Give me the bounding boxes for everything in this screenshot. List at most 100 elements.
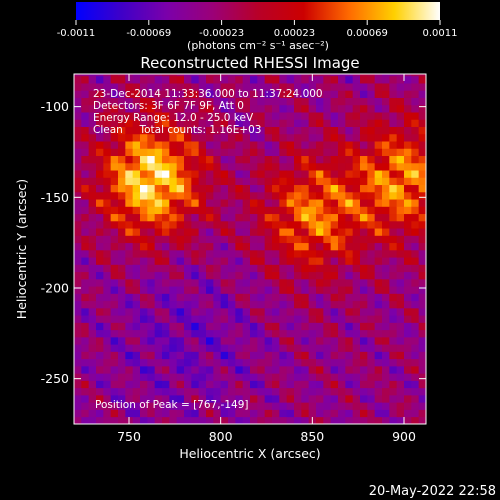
- heatmap-cell: [264, 322, 273, 331]
- heatmap-cell: [330, 97, 339, 106]
- heatmap-cell: [411, 409, 420, 418]
- heatmap-cell: [147, 322, 156, 331]
- heatmap-cell: [147, 365, 156, 374]
- heatmap-cell: [103, 155, 112, 164]
- heatmap-cell: [74, 358, 82, 367]
- heatmap-cell: [125, 97, 134, 106]
- heatmap-cell: [125, 199, 134, 207]
- heatmap-cell: [147, 184, 156, 193]
- heatmap-cell: [316, 351, 324, 360]
- heatmap-cell: [118, 133, 126, 142]
- heatmap-cell: [367, 213, 376, 222]
- heatmap-cell: [154, 74, 163, 77]
- heatmap-cell: [235, 97, 244, 106]
- heatmap-cell: [169, 336, 178, 345]
- heatmap-cell: [374, 286, 383, 294]
- heatmap-cell: [213, 141, 222, 149]
- heatmap-cell: [169, 300, 178, 309]
- heatmap-cell: [279, 329, 288, 338]
- heatmap-cell: [360, 90, 368, 98]
- heatmap-cell: [125, 322, 134, 331]
- heatmap-cell: [338, 307, 346, 316]
- heatmap-cell: [411, 242, 420, 251]
- heatmap-cell: [374, 329, 383, 338]
- heatmap-cell: [96, 148, 104, 157]
- heatmap-cell: [235, 90, 244, 98]
- heatmap-cell: [301, 307, 310, 316]
- heatmap-cell: [162, 322, 170, 331]
- heatmap-cell: [301, 257, 310, 265]
- heatmap-cell: [118, 286, 126, 294]
- heatmap-cell: [213, 336, 222, 345]
- heatmap-cell: [338, 148, 346, 157]
- heatmap-cell: [74, 235, 82, 244]
- heatmap-cell: [411, 184, 420, 193]
- heatmap-cell: [396, 126, 405, 135]
- heatmap-cell: [411, 199, 420, 207]
- heatmap-cell: [404, 75, 412, 84]
- heatmap-cell: [140, 373, 148, 381]
- heatmap-cell: [250, 74, 258, 77]
- heatmap-cell: [338, 286, 346, 294]
- heatmap-cell: [367, 344, 376, 352]
- heatmap-cell: [360, 293, 368, 302]
- heatmap-cell: [367, 315, 376, 323]
- heatmap-cell: [110, 249, 119, 258]
- heatmap-cell: [396, 75, 405, 84]
- heatmap-cell: [418, 402, 426, 410]
- heatmap-cell: [147, 373, 156, 381]
- heatmap-cell: [184, 155, 192, 164]
- heatmap-cell: [118, 358, 126, 367]
- heatmap-cell: [228, 148, 236, 157]
- heatmap-cell: [389, 286, 398, 294]
- heatmap-cell: [96, 402, 104, 410]
- heatmap-cell: [418, 83, 426, 91]
- heatmap-cell: [286, 177, 295, 186]
- heatmap-cell: [110, 133, 119, 142]
- heatmap-cell: [308, 307, 317, 316]
- heatmap-cell: [294, 170, 302, 178]
- heatmap-cell: [184, 380, 192, 389]
- heatmap-cell: [404, 170, 412, 178]
- heatmap-cell: [374, 97, 383, 106]
- heatmap-cell: [308, 329, 317, 338]
- heatmap-cell: [360, 177, 368, 186]
- heatmap-cell: [110, 199, 119, 207]
- heatmap-cell: [330, 300, 339, 309]
- heatmap-cell: [125, 177, 134, 186]
- heatmap-cell: [279, 409, 288, 418]
- heatmap-cell: [389, 74, 398, 77]
- heatmap-cell: [272, 278, 280, 287]
- heatmap-cell: [242, 90, 251, 98]
- heatmap-cell: [404, 300, 412, 309]
- heatmap-cell: [118, 394, 126, 403]
- heatmap-cell: [360, 278, 368, 287]
- heatmap-cell: [213, 133, 222, 142]
- heatmap-cell: [242, 402, 251, 410]
- heatmap-cell: [352, 271, 361, 280]
- heatmap-cell: [169, 249, 178, 258]
- heatmap-cell: [382, 344, 390, 352]
- heatmap-cell: [404, 358, 412, 367]
- heatmap-cell: [96, 74, 104, 77]
- heatmap-cell: [154, 329, 163, 338]
- heatmap-cell: [264, 315, 273, 323]
- heatmap-cell: [316, 213, 324, 222]
- heatmap-cell: [198, 155, 207, 164]
- heatmap-cell: [96, 358, 104, 367]
- heatmap-cell: [360, 409, 368, 418]
- heatmap-cell: [279, 228, 288, 236]
- heatmap-cell: [154, 315, 163, 323]
- heatmap-cell: [396, 148, 405, 157]
- heatmap-cell: [382, 133, 390, 142]
- heatmap-cell: [294, 300, 302, 309]
- heatmap-cell: [154, 300, 163, 309]
- heatmap-cell: [132, 249, 141, 258]
- heatmap-cell: [220, 162, 229, 171]
- heatmap-cell: [154, 394, 163, 403]
- heatmap-cell: [96, 97, 104, 106]
- heatmap-cell: [382, 220, 390, 229]
- heatmap-cell: [374, 162, 383, 171]
- heatmap-cell: [323, 155, 332, 164]
- heatmap-cell: [264, 177, 273, 186]
